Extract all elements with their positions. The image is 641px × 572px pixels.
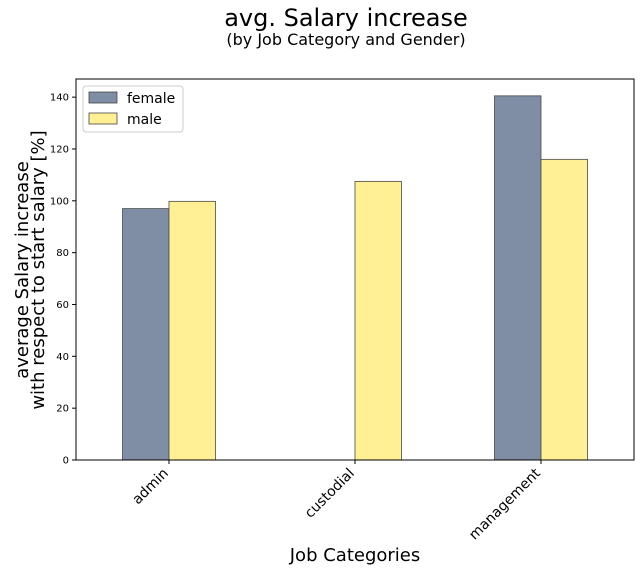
x-axis-label: Job Categories [289, 545, 421, 566]
y-axis-label: average Salary increase with respect to … [12, 130, 49, 409]
legend-swatch-male [88, 112, 118, 125]
y-tick-label: 100 [50, 196, 69, 207]
chart-title: avg. Salary increase [224, 4, 468, 32]
y-tick-label: 140 [50, 93, 69, 104]
legend-swatch-female [88, 91, 118, 104]
bar-male-management [540, 158, 588, 461]
legend: female male [82, 85, 184, 133]
x-tick-label-custodial: custodial [302, 466, 358, 522]
y-tick-label: 80 [56, 248, 69, 259]
plot-area: 0 20 40 60 80 100 120 140 admin custodial manageme… [50, 93, 588, 543]
chart-subtitle: (by Job Category and Gender) [226, 30, 465, 49]
x-tick-label-management: management [466, 465, 544, 543]
y-axis-label-line1: average Salary increase [12, 161, 33, 379]
y-tick-label: 40 [56, 352, 69, 363]
legend-label-male: male [127, 112, 162, 128]
bar-male-custodial [354, 180, 402, 461]
legend-label-female: female [127, 91, 175, 107]
bar-male-admin [168, 200, 216, 461]
y-tick-label: 20 [56, 404, 69, 415]
y-tick-label: 60 [56, 300, 69, 311]
bar-female-management [494, 95, 542, 461]
plot-frame [75, 78, 635, 461]
y-tick-label: 0 [63, 456, 69, 467]
y-tick-label: 120 [50, 144, 69, 155]
y-axis-label-line2: with respect to start salary [%] [28, 130, 49, 409]
bar-female-admin [122, 208, 170, 461]
x-tick-label-admin: admin [129, 466, 171, 508]
